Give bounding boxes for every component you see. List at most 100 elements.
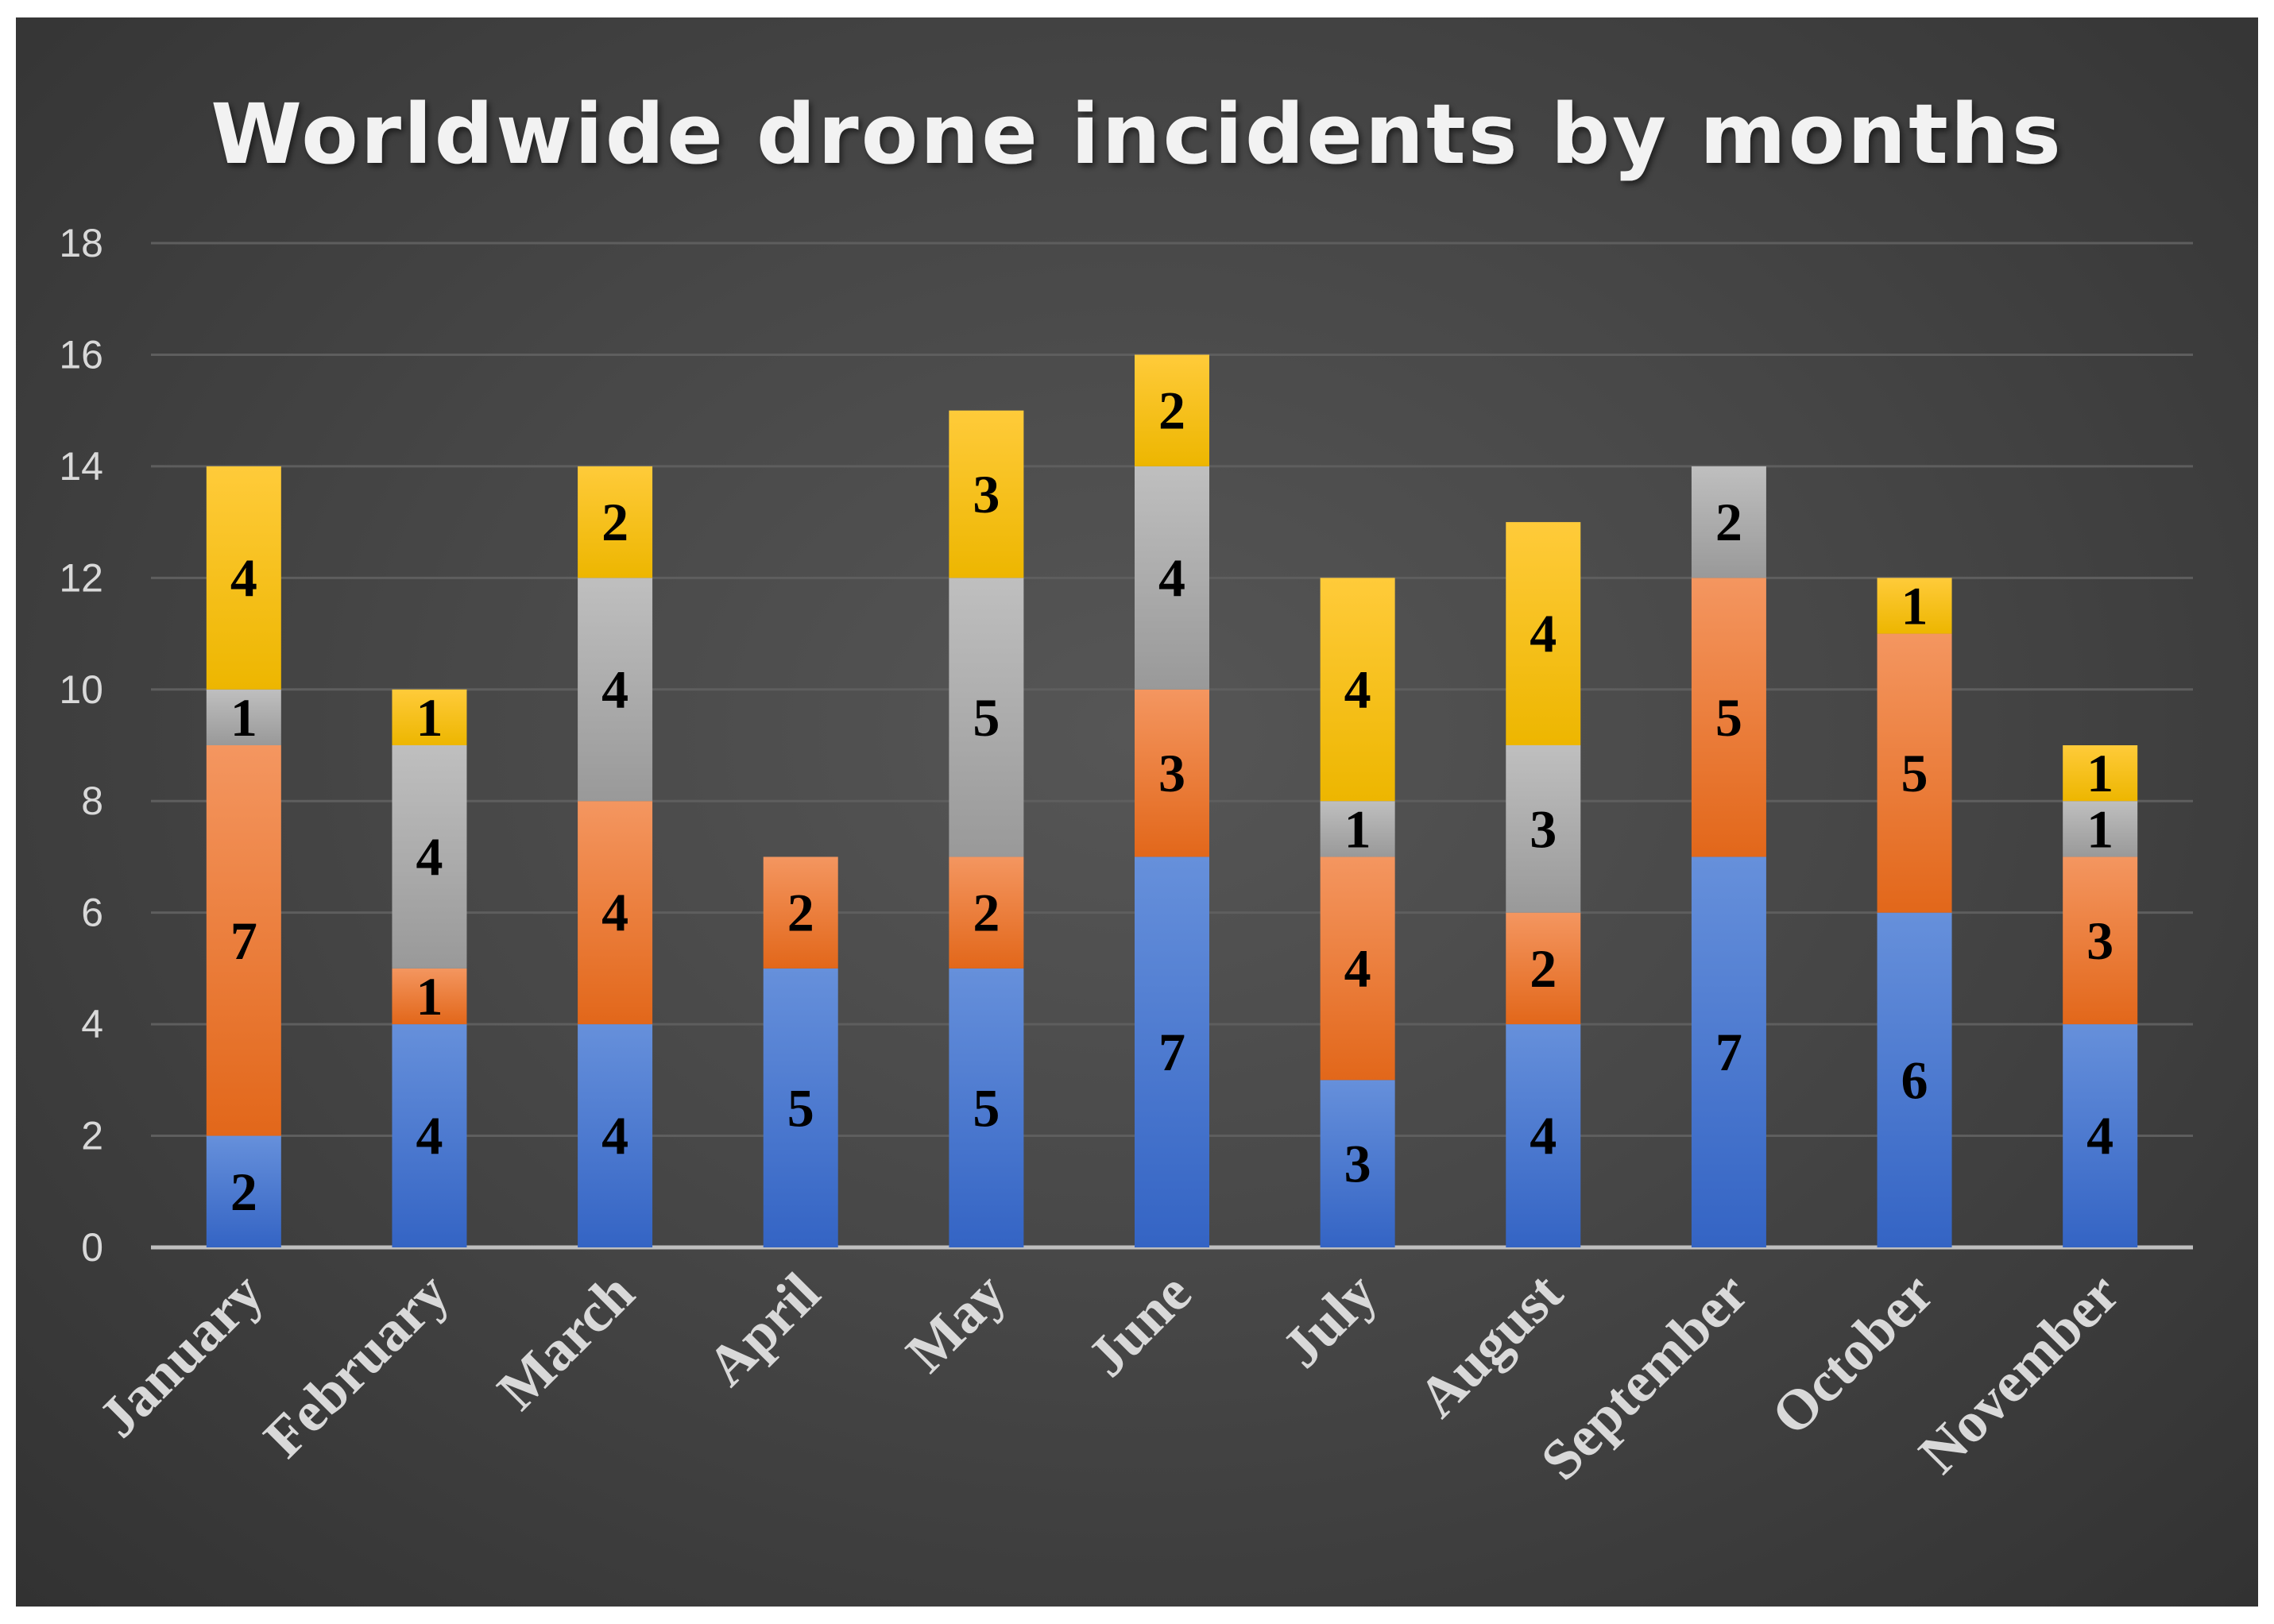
bar-segment-august-series-1: [1506, 1024, 1581, 1247]
data-label: 1: [416, 687, 443, 748]
data-label: 3: [1158, 743, 1185, 803]
bar-segment-september-series-2: [1691, 578, 1766, 857]
data-label: 1: [2086, 798, 2114, 859]
x-tick-label-october: October: [1759, 1261, 1946, 1448]
bar-segment-september-series-1: [1691, 856, 1766, 1247]
data-label: 2: [1715, 492, 1742, 552]
x-tick-label-may: May: [894, 1261, 1018, 1385]
y-tick-label: 10: [59, 667, 103, 712]
bar-segment-june-series-3: [1135, 466, 1209, 690]
data-label: 4: [1344, 659, 1371, 720]
bar-segment-august-series-4: [1506, 522, 1581, 745]
data-label: 7: [230, 911, 257, 971]
data-label: 3: [1530, 798, 1557, 859]
bar-segment-november-series-3: [2063, 801, 2138, 857]
y-tick-label: 4: [81, 1002, 103, 1046]
bar-segment-november-series-2: [2063, 856, 2138, 1025]
bar-segment-march-series-4: [578, 466, 653, 578]
bar-segment-july-series-3: [1320, 801, 1395, 857]
x-tick-label-june: June: [1075, 1261, 1203, 1389]
data-label: 4: [230, 547, 257, 608]
data-label: 4: [1530, 604, 1557, 664]
bar-segment-january-series-1: [206, 1135, 281, 1247]
bar-segment-april-series-2: [763, 856, 838, 969]
data-label: 4: [601, 883, 628, 943]
data-label: 7: [1715, 1022, 1742, 1082]
data-label: 4: [2086, 1106, 2114, 1166]
bar-segment-july-series-2: [1320, 856, 1395, 1081]
y-tick-label: 0: [81, 1225, 103, 1270]
y-axis: 0 2 4 6 8 10 12 14 16 18: [59, 221, 103, 1270]
bar-segment-september-series-3: [1691, 466, 1766, 578]
data-label: 2: [973, 883, 1000, 943]
bar-segment-january-series-2: [206, 745, 281, 1136]
x-tick-label-april: April: [694, 1261, 832, 1398]
bar-segment-march-series-2: [578, 801, 653, 1025]
data-label: 3: [973, 464, 1000, 524]
y-tick-label: 14: [59, 444, 103, 489]
chart-frame: Worldwide drone incidents by months 0 2 4 6…: [16, 17, 2258, 1607]
data-label: 4: [1530, 1106, 1557, 1166]
chart: Worldwide drone incidents by months 0 2 4 6…: [59, 86, 2193, 1492]
bar-segment-october-series-1: [1877, 912, 1952, 1247]
data-label: 1: [1901, 575, 1928, 636]
y-tick-label: 2: [81, 1114, 103, 1158]
data-label: 4: [601, 659, 628, 720]
data-label: 3: [1344, 1134, 1371, 1194]
bar-segment-june-series-4: [1135, 354, 1209, 466]
y-tick-label: 18: [59, 221, 103, 265]
bar-segment-may-series-3: [949, 578, 1024, 857]
x-tick-label-february: February: [252, 1261, 461, 1470]
data-label: 4: [601, 1106, 628, 1166]
bar-segment-july-series-1: [1320, 1080, 1395, 1247]
bar-segment-august-series-2: [1506, 912, 1581, 1025]
data-label: 4: [1158, 547, 1185, 608]
data-label: 2: [1158, 381, 1185, 441]
bar-segment-march-series-3: [578, 578, 653, 802]
bar-segment-june-series-1: [1135, 856, 1209, 1247]
bar-segment-november-series-1: [2063, 1024, 2138, 1247]
x-tick-label-january: January: [87, 1261, 276, 1450]
bar-segment-january-series-4: [206, 466, 281, 690]
y-tick-label: 16: [59, 332, 103, 377]
x-tick-label-august: August: [1406, 1261, 1574, 1429]
data-label: 5: [973, 1077, 1000, 1138]
y-tick-label: 6: [81, 891, 103, 935]
bar-segment-may-series-1: [949, 968, 1024, 1247]
data-label: 1: [416, 966, 443, 1027]
bar-segment-april-series-1: [763, 968, 838, 1247]
data-label: 5: [787, 1077, 814, 1138]
data-label: 2: [601, 492, 628, 552]
data-label: 6: [1901, 1050, 1928, 1110]
data-label: 2: [230, 1162, 257, 1222]
data-label: 1: [2086, 743, 2114, 803]
bar-segment-august-series-3: [1506, 745, 1581, 913]
bar-segment-may-series-4: [949, 410, 1024, 578]
data-label: 4: [416, 1106, 443, 1166]
data-label: 4: [1344, 938, 1371, 999]
data-label: 3: [2086, 911, 2114, 971]
bar-segment-july-series-4: [1320, 578, 1395, 802]
bar-segment-march-series-1: [578, 1024, 653, 1247]
data-label: 5: [973, 687, 1000, 748]
data-label: 5: [1901, 743, 1928, 803]
bar-segment-november-series-4: [2063, 745, 2138, 802]
bar-segment-may-series-2: [949, 856, 1024, 969]
x-tick-label-july: July: [1270, 1261, 1389, 1380]
chart-title: Worldwide drone incidents by months: [211, 86, 2063, 183]
bar-segment-june-series-2: [1135, 689, 1209, 857]
data-label: 2: [1530, 938, 1557, 999]
x-tick-label-november: November: [1907, 1261, 2132, 1486]
data-label: 1: [1344, 798, 1371, 859]
data-label: 5: [1715, 687, 1742, 748]
bar-segment-january-series-3: [206, 689, 281, 745]
bar-segment-october-series-2: [1877, 633, 1952, 913]
y-tick-label: 12: [59, 555, 103, 600]
bars: [206, 354, 2138, 1247]
bar-segment-february-series-1: [392, 1024, 467, 1247]
bar-segment-february-series-2: [392, 968, 467, 1025]
data-label: 4: [416, 826, 443, 887]
x-tick-label-march: March: [485, 1261, 647, 1422]
